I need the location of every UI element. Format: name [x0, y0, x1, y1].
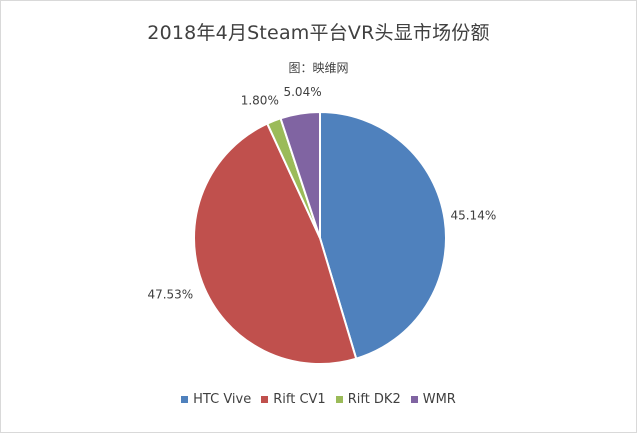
legend-label: Rift DK2 [347, 392, 401, 407]
legend-label: WMR [422, 392, 456, 407]
pie-slice-wmr [279, 110, 321, 239]
legend-item-rift-dk2: Rift DK2 [335, 392, 401, 407]
pie-slice-rift-cv1 [193, 122, 358, 365]
data-label-htc-vive: 45.14% [450, 208, 496, 222]
data-label-wmr: 5.04% [283, 85, 321, 99]
legend-swatch [335, 396, 343, 403]
legend-swatch [181, 396, 189, 403]
chart-title: 2018年4月Steam平台VR头显市场份额 [147, 22, 490, 44]
legend-swatch [261, 396, 269, 403]
chart-subtitle: 图：映维网 [288, 61, 349, 75]
legend-label: HTC Vive [193, 392, 252, 407]
data-label-rift-dk2: 1.80% [241, 93, 279, 107]
pie-slice-htc-vive [319, 110, 447, 360]
legend-item-wmr: WMR [410, 392, 456, 407]
chart-legend: HTC Vive Rift CV1 Rift DK2 WMR [1, 392, 636, 407]
legend-label: Rift CV1 [273, 392, 326, 407]
data-label-rift-cv1: 47.53% [147, 288, 193, 302]
legend-item-htc-vive: HTC Vive [181, 392, 251, 407]
legend-swatch [410, 396, 418, 403]
legend-item-rift-cv1: Rift CV1 [261, 392, 326, 407]
